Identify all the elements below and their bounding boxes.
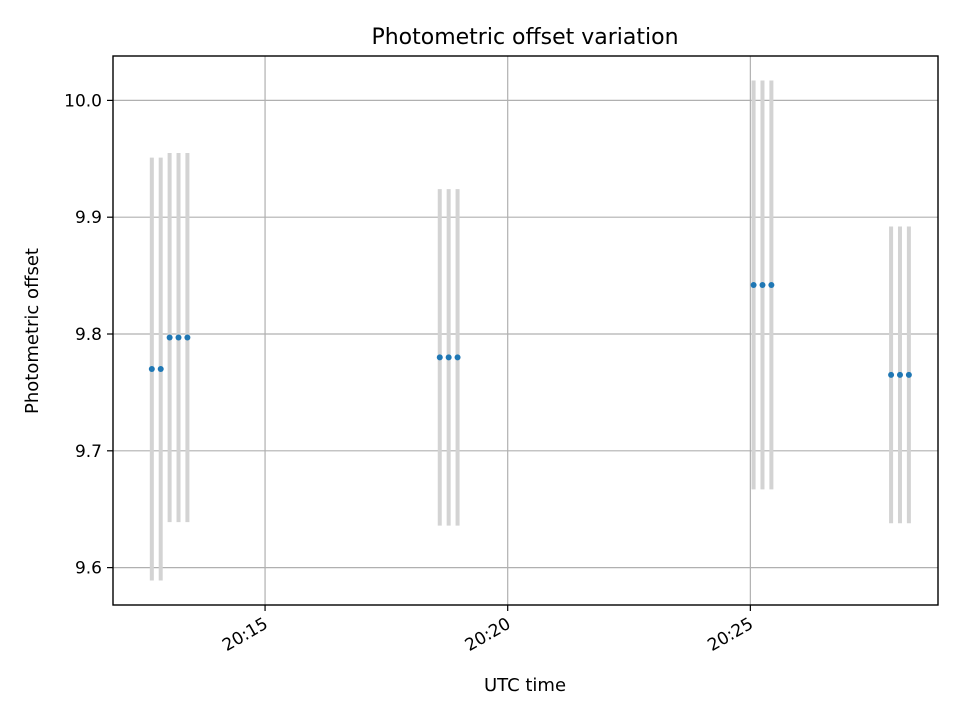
data-point bbox=[454, 354, 461, 361]
data-point bbox=[888, 371, 895, 378]
data-point bbox=[166, 334, 173, 341]
y-axis-label: Photometric offset bbox=[22, 248, 43, 414]
plot-frame bbox=[112, 55, 939, 606]
y-tick-label: 9.8 bbox=[75, 325, 102, 345]
data-points bbox=[148, 281, 912, 378]
data-point bbox=[445, 354, 452, 361]
x-axis-label: UTC time bbox=[484, 675, 566, 696]
grid bbox=[113, 56, 938, 605]
y-tick-label: 9.9 bbox=[75, 208, 102, 228]
data-point bbox=[175, 334, 182, 341]
data-point bbox=[184, 334, 191, 341]
chart-title: Photometric offset variation bbox=[371, 25, 678, 50]
y-tick-label: 9.6 bbox=[75, 559, 102, 579]
data-point bbox=[905, 371, 912, 378]
data-point bbox=[148, 366, 155, 373]
data-point bbox=[759, 281, 766, 288]
data-point bbox=[768, 281, 775, 288]
y-tick-label: 9.7 bbox=[75, 442, 102, 462]
data-point bbox=[157, 366, 164, 373]
y-tick-label: 10.0 bbox=[64, 91, 102, 111]
data-point bbox=[896, 371, 903, 378]
data-point bbox=[436, 354, 443, 361]
data-point bbox=[750, 281, 757, 288]
